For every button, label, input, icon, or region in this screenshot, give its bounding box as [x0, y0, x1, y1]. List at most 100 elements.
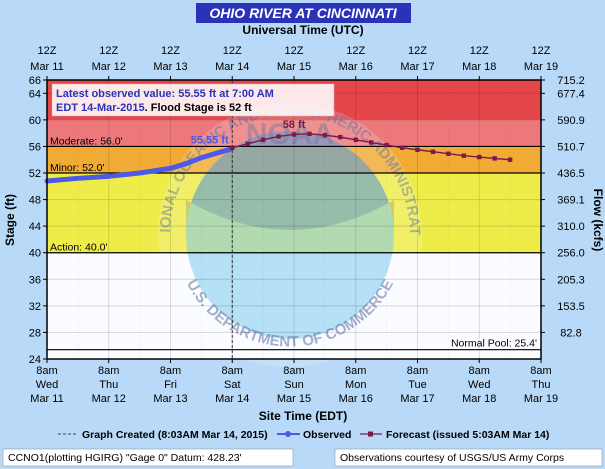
flow-tick-label: 205.3: [557, 274, 585, 286]
top-tick-date: Mar 13: [153, 61, 187, 73]
top-tick-time: 12Z: [470, 45, 489, 57]
legend-observed: Observed: [303, 429, 351, 441]
top-tick-time: 12Z: [99, 45, 118, 57]
forecast-point: [368, 140, 374, 145]
y-tick-label: 32: [29, 301, 41, 313]
forecast-point: [276, 134, 281, 139]
top-tick-date: Mar 14: [215, 61, 249, 73]
footer-left: CCNO1(plotting HGIRG) "Gage 0" Datum: 42…: [8, 452, 242, 464]
observed-point: [138, 171, 142, 175]
bottom-tick-time: 8am: [283, 365, 304, 377]
y-tick-label: 40: [29, 248, 41, 260]
x-axis-title: Site Time (EDT): [259, 409, 347, 423]
observed-point: [184, 162, 188, 166]
bottom-tick-day: Thu: [99, 379, 118, 391]
legend: Graph Created (8:03AM Mar 14, 2015) Obse…: [58, 429, 549, 441]
flow-tick-label: 153.5: [557, 301, 585, 313]
legend-forecast: Forecast (issued 5:03AM Mar 14): [386, 429, 549, 441]
observed-point: [199, 156, 203, 160]
y-tick-label: 44: [29, 221, 41, 233]
bottom-tick-time: 8am: [160, 365, 181, 377]
legend-forecast-marker: [368, 431, 373, 437]
top-tick-date: Mar 18: [462, 61, 496, 73]
bottom-tick-day: Wed: [468, 379, 490, 391]
bottom-tick-date: Mar 19: [524, 393, 558, 405]
bottom-tick-time: 8am: [407, 365, 428, 377]
bottom-tick-date: Mar 18: [462, 393, 496, 405]
forecast-point: [492, 156, 497, 161]
y-tick-label: 60: [29, 115, 41, 127]
chart-title: OHIO RIVER AT CINCINNATI: [209, 5, 397, 21]
forecast-point: [461, 153, 467, 158]
footer-right-box: [334, 448, 603, 467]
bottom-tick-time: 8am: [222, 365, 243, 377]
observed-point: [168, 166, 173, 170]
top-tick-time: 12Z: [285, 45, 304, 57]
flow-tick-label: 436.5: [557, 168, 585, 180]
legend-graph-created: Graph Created (8:03AM Mar 14, 2015): [82, 429, 268, 441]
forecast-point: [477, 154, 482, 160]
top-tick-time: 12Z: [408, 45, 427, 57]
forecast-point: [507, 157, 513, 162]
forecast-point: [307, 131, 312, 137]
top-tick-time: 12Z: [38, 45, 57, 57]
footer-left-box: [2, 448, 294, 467]
bottom-tick-time: 8am: [36, 365, 57, 377]
footer-right: Observations courtesy of USGS/US Army Co…: [340, 452, 564, 464]
flow-tick-label: 590.9: [557, 115, 585, 127]
bottom-tick-date: Mar 15: [277, 393, 311, 405]
bottom-tick-day: Sat: [224, 379, 241, 391]
bottom-tick-time: 8am: [98, 365, 119, 377]
y-tick-label: 66: [29, 75, 41, 87]
bottom-tick-date: Mar 13: [153, 393, 187, 405]
top-tick-time: 12Z: [346, 45, 365, 57]
forecast-point: [291, 132, 297, 137]
bottom-tick-day: Thu: [532, 379, 551, 391]
bottom-tick-date: Mar 14: [215, 393, 249, 405]
flow-tick-label: 310.0: [557, 221, 585, 233]
forecast-point: [353, 137, 358, 142]
bottom-tick-day: Tue: [408, 379, 427, 391]
bottom-tick-day: Mon: [345, 379, 366, 391]
forecast-point: [430, 149, 436, 154]
info-line-1: Latest observed value: 55.55 ft at 7:00 …: [56, 88, 274, 100]
flow-tick-label: 82.8: [560, 327, 581, 339]
flow-tick-label: 369.1: [557, 195, 585, 207]
data-label: 55.55 ft: [191, 134, 229, 146]
forecast-point: [230, 145, 235, 150]
top-tick-time: 12Z: [161, 45, 180, 57]
flow-tick-label: 256.0: [557, 248, 585, 260]
data-label: 58 ft: [283, 119, 306, 131]
y-tick-label: 48: [29, 195, 41, 207]
threshold-label: Moderate: 56.0': [50, 135, 123, 147]
y-tick-label: 24: [29, 354, 41, 366]
y-axis-title: Stage (ft): [3, 194, 17, 246]
observed-point: [76, 176, 80, 180]
legend-observed-marker: [285, 431, 291, 437]
threshold-label: Normal Pool: 25.4': [451, 338, 537, 350]
bottom-tick-day: Sun: [284, 379, 304, 391]
forecast-point: [415, 147, 420, 152]
threshold-label: Action: 40.0': [50, 242, 107, 254]
top-tick-date: Mar 11: [30, 61, 63, 73]
top-axis-title: Universal Time (UTC): [242, 23, 363, 37]
watermark-disk: [186, 131, 394, 339]
info-line-2: EDT 14-Mar-2015. Flood Stage is 52 ft: [56, 102, 252, 114]
bottom-tick-time: 8am: [469, 365, 490, 377]
y-tick-label: 28: [29, 327, 41, 339]
title-bar: [196, 3, 411, 23]
top-tick-time: 12Z: [532, 45, 551, 57]
y-tick-label: 56: [29, 141, 41, 153]
observed-point: [107, 174, 111, 178]
forecast-point: [399, 145, 405, 150]
info-box: [51, 83, 335, 117]
flow-tick-label: 677.4: [557, 88, 585, 100]
bottom-tick-day: Wed: [36, 379, 58, 391]
watermark-bird-shape: [186, 131, 394, 235]
y-tick-label: 64: [29, 88, 41, 100]
bottom-tick-date: Mar 12: [92, 393, 126, 405]
top-tick-date: Mar 12: [92, 61, 126, 73]
y-tick-label: 36: [29, 274, 41, 286]
forecast-point: [245, 141, 250, 146]
